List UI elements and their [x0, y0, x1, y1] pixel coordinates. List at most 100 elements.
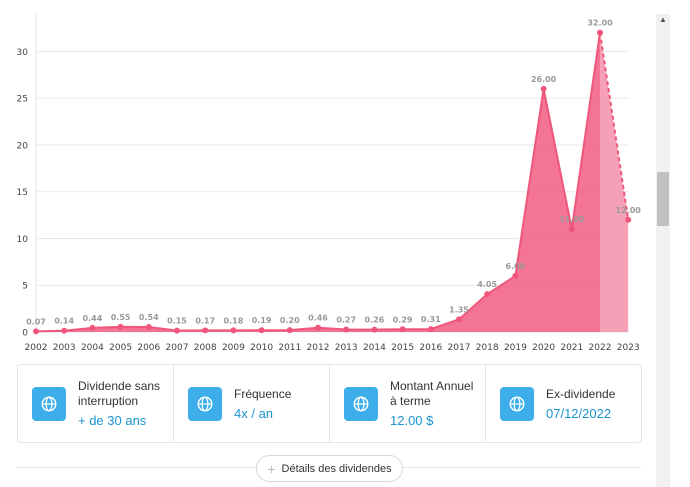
stat-value: 12.00 $ [390, 413, 434, 428]
data-label: 0.46 [308, 314, 328, 323]
scrollbar[interactable]: ▲ [656, 14, 670, 487]
data-labels: 0.07 0.14 0.44 0.55 0.54 0.15 0.17 0.18 0.19 0.20… [26, 19, 641, 327]
area-fill-projected [600, 32, 629, 333]
data-label: 0.14 [54, 317, 74, 326]
data-point [286, 327, 293, 334]
scroll-up-arrow-icon[interactable]: ▲ [659, 15, 667, 24]
data-label: 32.00 [587, 19, 613, 28]
data-label: 0.19 [252, 316, 272, 325]
stat-value: 4x / an [234, 405, 274, 421]
stat-dividend-streak: Dividende sans interruption + de 30 ans [18, 365, 174, 442]
data-point [315, 324, 321, 331]
y-tick-labels: 0 5 10 15 20 25 30 [17, 48, 29, 339]
data-point [174, 327, 180, 334]
x-tick-label: 2004 [81, 343, 104, 353]
data-point [343, 326, 350, 333]
x-tick-label: 2005 [109, 343, 132, 353]
x-tick-label: 2002 [25, 343, 48, 353]
data-label: 11.00 [559, 215, 585, 224]
x-tick-label: 2023 [617, 343, 640, 353]
data-label: 0.26 [365, 316, 385, 325]
data-label: 0.17 [195, 316, 215, 325]
y-tick-label: 20 [17, 141, 29, 151]
data-point [230, 327, 237, 334]
x-tick-label: 2008 [194, 343, 217, 353]
x-tick-label: 2015 [391, 343, 414, 353]
x-tick-label: 2017 [448, 343, 471, 353]
data-label: 0.29 [393, 315, 413, 324]
x-tick-label: 2010 [250, 343, 273, 353]
stat-label: Dividende sans interruption [78, 379, 161, 408]
stat-value: + de 30 ans [78, 413, 147, 428]
x-tick-label: 2003 [53, 343, 76, 353]
stat-value: 07/12/2022 [546, 405, 612, 421]
x-tick-label: 2011 [278, 343, 301, 353]
scrollbar-thumb[interactable] [657, 172, 669, 226]
y-tick-label: 0 [22, 329, 28, 339]
data-label: 26.00 [531, 75, 557, 84]
dividend-details-button[interactable]: + Détails des dividendes [256, 455, 403, 482]
data-point [540, 85, 547, 92]
y-tick-label: 10 [17, 235, 29, 245]
data-point [202, 327, 209, 334]
data-point [61, 327, 68, 334]
data-label: 0.15 [167, 317, 187, 326]
data-point [371, 326, 378, 333]
area-fill-actual [36, 32, 600, 333]
x-tick-label: 2009 [222, 343, 245, 353]
stat-frequency: Fréquence 4x / an [174, 365, 330, 442]
y-tick-label: 25 [17, 95, 28, 105]
data-label: 0.20 [280, 316, 300, 325]
data-point [33, 328, 39, 335]
stat-label: Montant Annuel à terme [390, 379, 474, 408]
data-label: 0.18 [224, 316, 244, 325]
globe-icon [188, 386, 222, 421]
data-point [258, 327, 265, 334]
data-point [484, 291, 491, 298]
x-tick-label: 2020 [532, 343, 555, 353]
data-label: 0.07 [26, 317, 46, 326]
x-tick-label: 2018 [476, 343, 499, 353]
data-label: 0.55 [111, 313, 131, 322]
x-tick-label: 2016 [419, 343, 442, 353]
data-point [512, 272, 519, 279]
y-tick-label: 30 [17, 48, 29, 58]
x-tick-label: 2006 [137, 343, 160, 353]
x-tick-label: 2007 [166, 343, 189, 353]
data-point [625, 216, 632, 223]
x-tick-label: 2014 [363, 343, 386, 353]
x-tick-label: 2012 [307, 343, 330, 353]
data-label: 4.05 [477, 280, 497, 289]
data-points [33, 29, 632, 335]
data-label: 0.31 [421, 315, 441, 324]
data-point [456, 316, 462, 323]
y-tick-label: 5 [22, 282, 28, 292]
data-label: 0.27 [336, 315, 356, 324]
globe-icon [344, 386, 378, 421]
data-point [89, 324, 96, 331]
y-tick-label: 15 [17, 188, 28, 198]
series-line-projected [599, 32, 630, 220]
x-tick-label: 2019 [504, 343, 527, 353]
x-tick-label: 2013 [335, 343, 358, 353]
data-point [568, 226, 575, 233]
data-point [597, 29, 603, 36]
x-tick-labels: 2002 2003 2004 2005 2006 2007 2008 2009 2010 2011… [25, 343, 640, 353]
data-point [117, 323, 124, 330]
dividend-stats: Dividende sans interruption + de 30 ans … [17, 364, 642, 443]
stat-ex-dividend: Ex-dividende 07/12/2022 [486, 365, 641, 442]
data-label: 6.00 [506, 262, 526, 271]
data-label: 12.00 [616, 206, 642, 215]
data-point [145, 323, 152, 330]
stat-annual-amount: Montant Annuel à terme 12.00 $ [330, 365, 486, 442]
plus-icon: + [267, 460, 276, 477]
data-point [399, 326, 406, 333]
x-tick-label: 2021 [560, 343, 583, 353]
dividend-details-label: Détails des dividendes [281, 462, 392, 475]
data-label: 1.35 [449, 305, 469, 314]
x-tick-label: 2022 [589, 343, 612, 353]
globe-icon [500, 386, 534, 421]
data-point [427, 326, 434, 333]
stat-label: Fréquence [234, 386, 292, 401]
data-label: 0.44 [83, 314, 103, 323]
